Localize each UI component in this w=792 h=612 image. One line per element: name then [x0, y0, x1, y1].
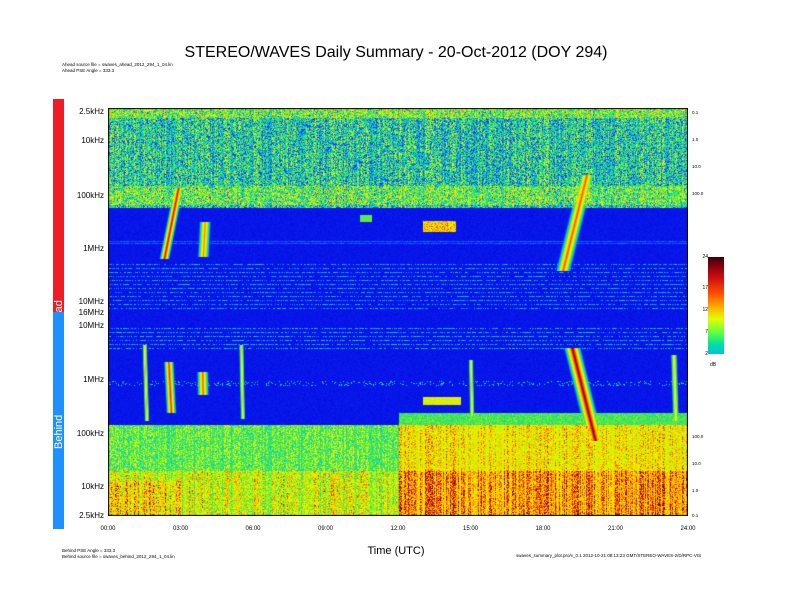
colorbar-unit: dB: [710, 362, 717, 368]
colorbar-tick: 17: [702, 284, 708, 291]
behind-y-tick: 1MHz: [83, 375, 104, 384]
x-tick: 06:00: [245, 526, 261, 532]
behind-y-tick: 10kHz: [81, 482, 104, 491]
x-tick: 18:00: [535, 526, 551, 532]
behind-y-tick: 10MHz: [78, 321, 104, 330]
behind-y-tick: 100kHz: [76, 429, 104, 438]
right-tick-behind: 0.1: [692, 513, 699, 518]
right-tick-behind: 100.0: [692, 434, 704, 439]
chart-title: STEREO/WAVES Daily Summary - 20-Oct-2012…: [184, 44, 608, 61]
colorbar: [708, 257, 724, 354]
x-tick: 00:00: [100, 526, 116, 532]
behind-source-file: Behind source file = swaves_behind_2012_…: [62, 554, 175, 559]
right-tick-ahead: 1.0: [692, 137, 699, 142]
ahead-side-bar: Ahead: [53, 99, 65, 332]
ahead-y-tick: 1MHz: [83, 244, 104, 253]
ahead-y-tick: 100kHz: [76, 191, 104, 200]
colorbar-tick: 24: [702, 254, 708, 260]
ahead-y-tick: 2.5kHz: [79, 107, 104, 116]
behind-pse-angle: Behind PSE Angle = 333.3: [62, 548, 116, 553]
colorbar-tick: 2: [705, 351, 708, 357]
right-tick-behind: 10.0: [692, 461, 701, 466]
generator-note: swaves_summary_plot.pro/v_0.1 2012-10-21…: [516, 553, 702, 558]
ahead-pse-angle: Ahead PSE Angle = 333.3: [62, 68, 115, 73]
x-tick: 09:00: [317, 526, 333, 532]
ahead-y-tick: 16MHz: [78, 308, 104, 317]
x-tick: 24:00: [680, 526, 696, 532]
right-tick-behind: 1.0: [692, 488, 699, 493]
spectrogram-heatmap: [108, 108, 688, 516]
right-tick-ahead: 0.1: [692, 110, 699, 115]
x-tick: 03:00: [172, 526, 188, 532]
right-tick-ahead: 10.0: [692, 164, 701, 169]
colorbar-tick: 12: [702, 306, 708, 313]
behind-side-bar: Behind: [53, 312, 65, 529]
x-tick: 12:00: [390, 526, 406, 532]
x-tick: 15:00: [462, 526, 478, 532]
ahead-source-file: Ahead source file = swaves_ahead_2012_29…: [62, 62, 173, 67]
ahead-y-tick: 10kHz: [81, 136, 104, 145]
behind-y-tick: 2.5kHz: [79, 511, 104, 520]
x-axis-label: Time (UTC): [367, 545, 425, 557]
ahead-y-tick: 10MHz: [78, 297, 104, 306]
right-tick-ahead: 100.0: [692, 191, 704, 196]
x-tick: 21:00: [607, 526, 623, 532]
colorbar-tick: 7: [705, 328, 708, 335]
